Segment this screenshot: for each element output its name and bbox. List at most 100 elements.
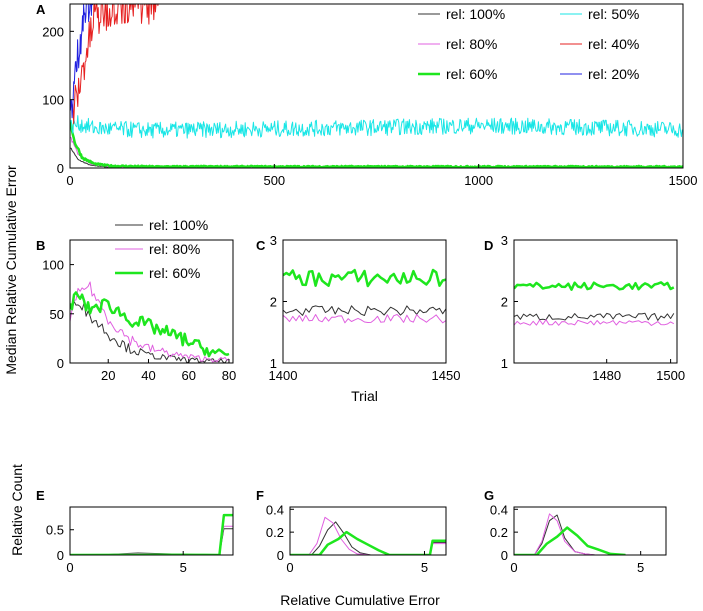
- panel-e: E 0 5 0 0.5: [36, 488, 234, 575]
- series-line-60: [514, 526, 626, 555]
- series-group: [290, 516, 446, 555]
- series-line-20: [70, 4, 93, 119]
- series-group: [70, 281, 230, 363]
- legend-label: rel: 50%: [588, 6, 639, 22]
- panel-label: A: [36, 2, 46, 17]
- series-line-60: [290, 530, 446, 555]
- legend-label: rel: 80%: [149, 241, 200, 257]
- y-tick-label: 0.2: [490, 525, 508, 540]
- y-tick-label: 0.2: [266, 525, 284, 540]
- x-tick-label: 60: [181, 368, 195, 383]
- x-tick-label: 5: [637, 560, 644, 575]
- y-tick-label: 1: [270, 356, 277, 371]
- series-group: [70, 4, 683, 168]
- legend-label: rel: 100%: [446, 6, 505, 22]
- axes-frame: [69, 3, 684, 169]
- series-line-100: [70, 528, 233, 555]
- y-axis-label-relative-count: Relative Count: [9, 464, 25, 556]
- x-tick-label: 40: [141, 368, 155, 383]
- axes-frame: [289, 506, 447, 556]
- series-group: [514, 513, 626, 555]
- y-tick-label: 100: [42, 258, 64, 273]
- x-tick-label: 1400: [269, 368, 298, 383]
- x-tick-label: 1500: [669, 173, 698, 188]
- y-axis-label-median-error: Median Relative Cumulative Error: [3, 165, 19, 375]
- x-tick-label: 1480: [592, 368, 621, 383]
- series-group: [70, 513, 233, 555]
- series-line-60: [70, 291, 230, 358]
- y-tick-label: 3: [270, 233, 277, 248]
- panel-label: B: [36, 238, 45, 253]
- series-line-100: [514, 514, 596, 555]
- series-line-40: [70, 4, 159, 125]
- x-tick-label: 5: [180, 560, 187, 575]
- series-line-100: [283, 305, 446, 316]
- x-tick-label: 5: [421, 560, 428, 575]
- legend-label: rel: 80%: [446, 36, 497, 52]
- x-tick-label: 80: [222, 368, 236, 383]
- y-tick-label: 0: [501, 548, 508, 563]
- x-tick-label: 20: [101, 368, 115, 383]
- legend-label: rel: 40%: [588, 36, 639, 52]
- panel-label: F: [256, 488, 264, 503]
- y-tick-label: 0: [57, 161, 64, 176]
- y-tick-label: 1: [501, 356, 508, 371]
- series-line-80: [70, 136, 683, 168]
- series-group: [283, 268, 446, 324]
- series-line-80: [514, 319, 675, 326]
- y-tick-label: 0.5: [46, 523, 64, 538]
- x-tick-label: 1500: [656, 368, 685, 383]
- panel-label: G: [484, 488, 494, 503]
- series-line-80: [514, 513, 596, 555]
- y-tick-label: 50: [50, 307, 64, 322]
- axes-frame: [513, 239, 678, 364]
- y-tick-label: 0: [57, 356, 64, 371]
- y-tick-label: 0.4: [266, 502, 284, 517]
- y-tick-label: 0: [277, 548, 284, 563]
- y-tick-label: 0: [57, 548, 64, 563]
- axes-frame: [282, 239, 447, 364]
- axes-frame: [513, 506, 667, 556]
- x-tick-label: 0: [66, 173, 73, 188]
- series-line-60: [514, 281, 675, 291]
- axes-frame: [69, 239, 234, 364]
- y-tick-label: 2: [270, 295, 277, 310]
- x-tick-label: 1450: [432, 368, 461, 383]
- series-line-60: [70, 513, 233, 555]
- series-line-80: [290, 516, 446, 555]
- x-tick-label: 500: [263, 173, 285, 188]
- y-tick-label: 0.4: [490, 502, 508, 517]
- x-tick-label: 1000: [464, 173, 493, 188]
- legend-label: rel: 60%: [446, 66, 497, 82]
- series-line-60: [70, 121, 683, 168]
- series-line-60: [283, 268, 446, 288]
- panel-g: G 0 5 0 0.2 0.4: [484, 488, 667, 575]
- legend-label: rel: 20%: [588, 66, 639, 82]
- panel-a: A 0 500 1000 1500 0 100 200 rel: 100% rel: 50% rel…: [36, 2, 698, 188]
- x-axis-label: Trial: [351, 388, 378, 404]
- legend-label: rel: 60%: [149, 265, 200, 281]
- series-line-50: [70, 115, 683, 139]
- x-tick-label: 0: [286, 560, 293, 575]
- x-tick-label: 0: [510, 560, 517, 575]
- y-tick-label: 3: [501, 233, 508, 248]
- panel-c: C 1400 1450 1 2 3 Trial: [256, 233, 460, 404]
- series-line-100: [290, 521, 446, 555]
- series-line-100: [70, 147, 683, 168]
- y-tick-label: 200: [42, 24, 64, 39]
- series-line-80: [70, 281, 230, 363]
- panel-d: D 1480 1500 1 2 3: [484, 233, 685, 383]
- series-line-80: [283, 314, 446, 324]
- y-tick-label: 2: [501, 295, 508, 310]
- panel-label: D: [484, 238, 493, 253]
- y-tick-label: 100: [42, 93, 64, 108]
- panel-label: C: [256, 238, 266, 253]
- legend-label: rel: 100%: [149, 217, 208, 233]
- panel-f: F 0 5 0 0.2 0.4: [256, 488, 447, 575]
- axes-frame: [69, 506, 234, 556]
- series-line-80: [70, 525, 233, 555]
- x-tick-label: 0: [66, 560, 73, 575]
- series-group: [514, 281, 675, 326]
- series-line-100: [514, 312, 675, 321]
